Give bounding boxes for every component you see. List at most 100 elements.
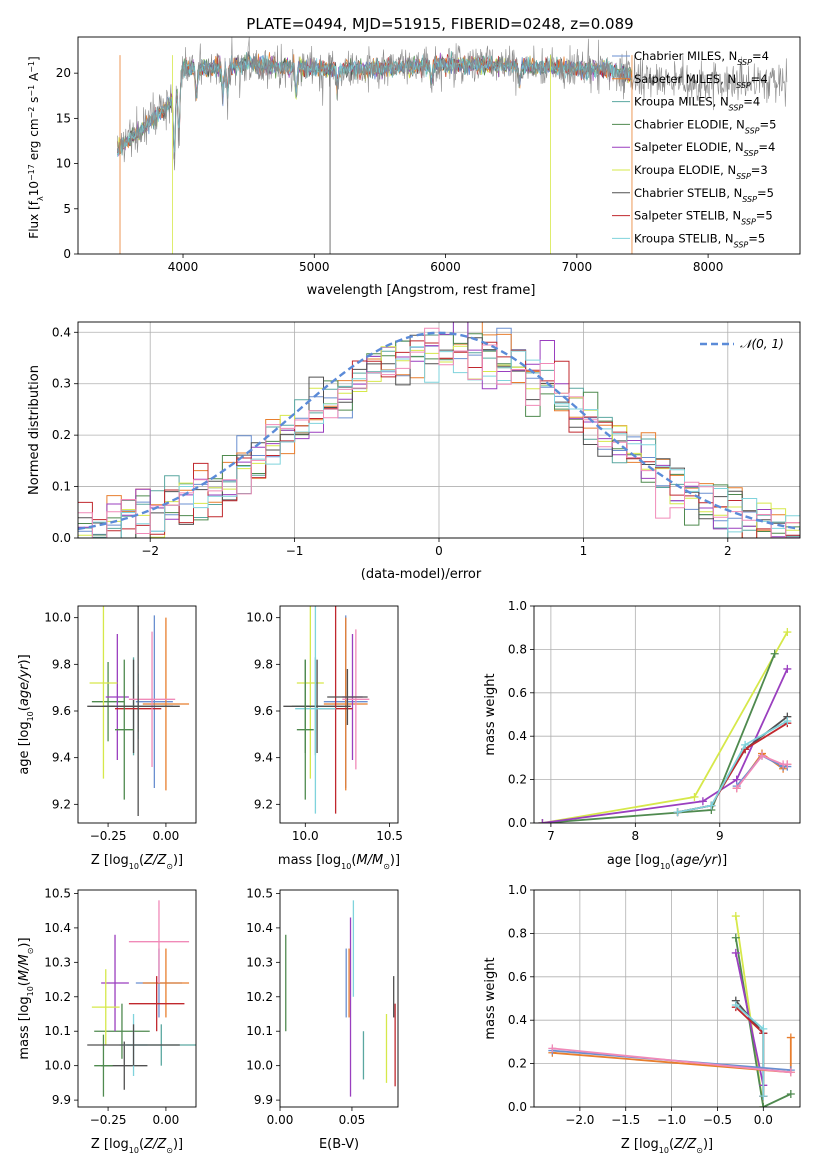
weight-point-marker [783, 628, 792, 637]
y-tick-label: 10.0 [44, 611, 71, 625]
y-tick-label: 10.3 [246, 955, 273, 969]
x-tick-label: 5000 [299, 260, 330, 274]
x-tick-label: 0.05 [339, 1113, 366, 1127]
legend-entry: Salpeter STELIB, NSSP=5 [634, 209, 773, 227]
x-tick-label: −2.0 [565, 1113, 594, 1127]
axes-frame [77, 889, 197, 1108]
weight-point-marker [770, 649, 779, 658]
y-tick-label: 0.0 [508, 816, 527, 830]
y-tick-label: 10.3 [44, 955, 71, 969]
observed-spectrum-line [117, 37, 788, 171]
mass-vs-ebv-panel: 0.00 0.05 9.9 10.0 10.1 10.2 10.3 10.4 10.5 E(B-V… [246, 886, 399, 1152]
y-tick-label: 10.5 [44, 886, 71, 900]
weight-point-marker [548, 1044, 557, 1053]
x-tick-label: 9 [716, 829, 724, 843]
y-tick-label: 15 [56, 111, 71, 125]
y-tick-label: 0.8 [508, 642, 527, 656]
x-tick-label: −0.25 [90, 829, 127, 843]
x-tick-label: 4000 [168, 260, 199, 274]
legend-entry: Kroupa ELODIE, NSSP=3 [634, 163, 768, 181]
weight-point-marker [783, 717, 792, 726]
x-tick-label: 7 [547, 829, 555, 843]
y-tick-label: 0.2 [508, 773, 527, 787]
plot-layer [87, 606, 190, 816]
legend-entry: 𝒩(0, 1) [740, 337, 784, 351]
x-axis-label: wavelength [Angstrom, rest frame] [307, 283, 536, 298]
y-tick-label: 9.4 [254, 751, 273, 765]
weight-series-line [677, 720, 788, 813]
legend-entry: Salpeter ELODIE, NSSP=4 [634, 140, 775, 158]
y-tick-label: 10.1 [44, 1024, 71, 1038]
y-tick-label: 10.2 [44, 990, 71, 1004]
residual-histogram-panel: −2 −1 0 1 2 0.0 0.1 0.2 0.3 0.4 (data-model)/error… [27, 321, 801, 582]
x-tick-label: 0.0 [754, 1113, 773, 1127]
x-tick-label: −1.0 [657, 1113, 686, 1127]
x-axis-label: E(B-V) [319, 1137, 359, 1152]
legend-entry: Chabrier STELIB, NSSP=5 [634, 186, 774, 204]
x-axis-label: (data-model)/error [361, 567, 482, 582]
x-tick-label: 10.5 [376, 829, 403, 843]
weight-point-marker [759, 1092, 768, 1101]
weight-vs-metallicity-panel: −2.0 −1.5 −1.0 −0.5 0.0 0.0 0.2 0.4 0.6 0.8 1.0 Z [… [483, 883, 801, 1155]
weight-series-line [552, 1047, 791, 1074]
axes-frame [279, 605, 399, 824]
x-axis-label: mass [log10(M/M⊙)] [278, 853, 400, 871]
y-tick-label: 0.3 [52, 377, 71, 391]
x-tick-label: 0.00 [153, 1113, 180, 1127]
y-tick-label: 0.2 [52, 428, 71, 442]
weight-point-marker [786, 1033, 795, 1042]
weight-point-marker [731, 1001, 740, 1010]
legend-entry: Chabrier ELODIE, NSSP=5 [634, 117, 776, 135]
x-axis-label: Z [log10(Z/Z⊙)] [91, 853, 183, 871]
axes-frame [279, 889, 399, 1108]
y-axis-label: mass weight [483, 673, 498, 755]
y-axis-label: mass weight [483, 957, 498, 1039]
y-tick-label: 0.4 [52, 325, 71, 339]
weight-point-marker [758, 751, 766, 760]
weight-point-marker [698, 797, 707, 806]
y-tick-label: 10.4 [246, 921, 273, 935]
x-tick-label: 6000 [430, 260, 461, 274]
weight-point-marker [741, 740, 750, 749]
weight-point-marker [783, 664, 792, 673]
axes-frame [533, 605, 801, 824]
y-tick-label: 0.6 [508, 970, 527, 984]
x-tick-label: 2 [724, 544, 732, 558]
y-tick-label: 0.4 [508, 729, 527, 743]
weight-point-marker [731, 912, 740, 921]
y-tick-label: 10.0 [44, 1059, 71, 1073]
y-tick-label: 10 [56, 157, 71, 171]
plot-layer [538, 628, 792, 823]
weight-point-marker [731, 933, 740, 942]
y-tick-label: 9.6 [254, 704, 273, 718]
legend-entry: Chabrier MILES, NSSP=4 [634, 49, 769, 67]
y-tick-label: 0.4 [508, 1013, 527, 1027]
weight-point-marker [673, 808, 682, 817]
x-tick-label: 7000 [562, 260, 593, 274]
y-tick-label: 9.9 [52, 1093, 71, 1107]
x-tick-label: 0.00 [153, 829, 180, 843]
y-tick-label: 10.1 [246, 1024, 273, 1038]
y-tick-label: 10.0 [246, 611, 273, 625]
plot-layer [117, 37, 788, 254]
y-axis-label: Normed distribution [27, 365, 42, 495]
weight-point-marker [783, 760, 792, 769]
legend-entry: Kroupa MILES, NSSP=4 [634, 95, 760, 113]
y-tick-label: 0.8 [508, 926, 527, 940]
y-tick-label: 1.0 [508, 599, 527, 613]
weight-point-marker [786, 1068, 795, 1077]
legend-entry: Kroupa STELIB, NSSP=5 [634, 231, 765, 249]
y-tick-label: 0.0 [508, 1100, 527, 1114]
y-tick-label: 10.2 [246, 990, 273, 1004]
x-tick-label: 0.00 [267, 1113, 294, 1127]
x-tick-label: −0.25 [90, 1113, 127, 1127]
y-tick-label: 0 [63, 247, 71, 261]
y-axis-label: mass [log10(M/M⊙)] [17, 937, 35, 1059]
y-tick-label: 1.0 [508, 883, 527, 897]
plot-layer [285, 900, 396, 1097]
spectrum-panel: 4000 5000 6000 7000 8000 0 5 10 15 20 wavelength [… [27, 36, 801, 298]
residual-histogram-step [78, 327, 800, 538]
y-tick-label: 20 [56, 66, 71, 80]
x-tick-label: 0 [435, 544, 443, 558]
